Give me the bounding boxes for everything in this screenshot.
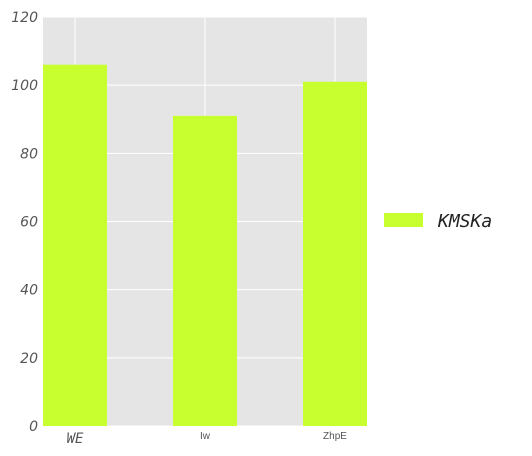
y-tick-label: 80	[20, 146, 38, 162]
legend-label: KMSKa	[437, 211, 492, 232]
y-tick-label: 0	[29, 419, 38, 435]
x-tick-label: WE	[67, 431, 84, 447]
legend: KMSKa	[384, 211, 492, 232]
legend-swatch	[384, 213, 423, 227]
bar-we	[43, 65, 107, 426]
y-tick-label: 20	[20, 351, 38, 367]
x-tick-label: Iw	[200, 431, 211, 442]
x-axis-ticks: WE Iw ZhpE	[67, 431, 348, 447]
bars	[43, 65, 367, 426]
bar-zhpe	[303, 82, 367, 426]
x-tick-label: ZhpE	[323, 431, 347, 442]
y-axis-ticks: 0 20 40 60 80 100 120	[11, 10, 38, 435]
bar-iw	[173, 116, 237, 426]
y-tick-label: 60	[20, 215, 38, 231]
y-tick-label: 100	[11, 78, 38, 94]
y-tick-label: 120	[11, 10, 38, 26]
y-tick-label: 40	[20, 283, 38, 299]
